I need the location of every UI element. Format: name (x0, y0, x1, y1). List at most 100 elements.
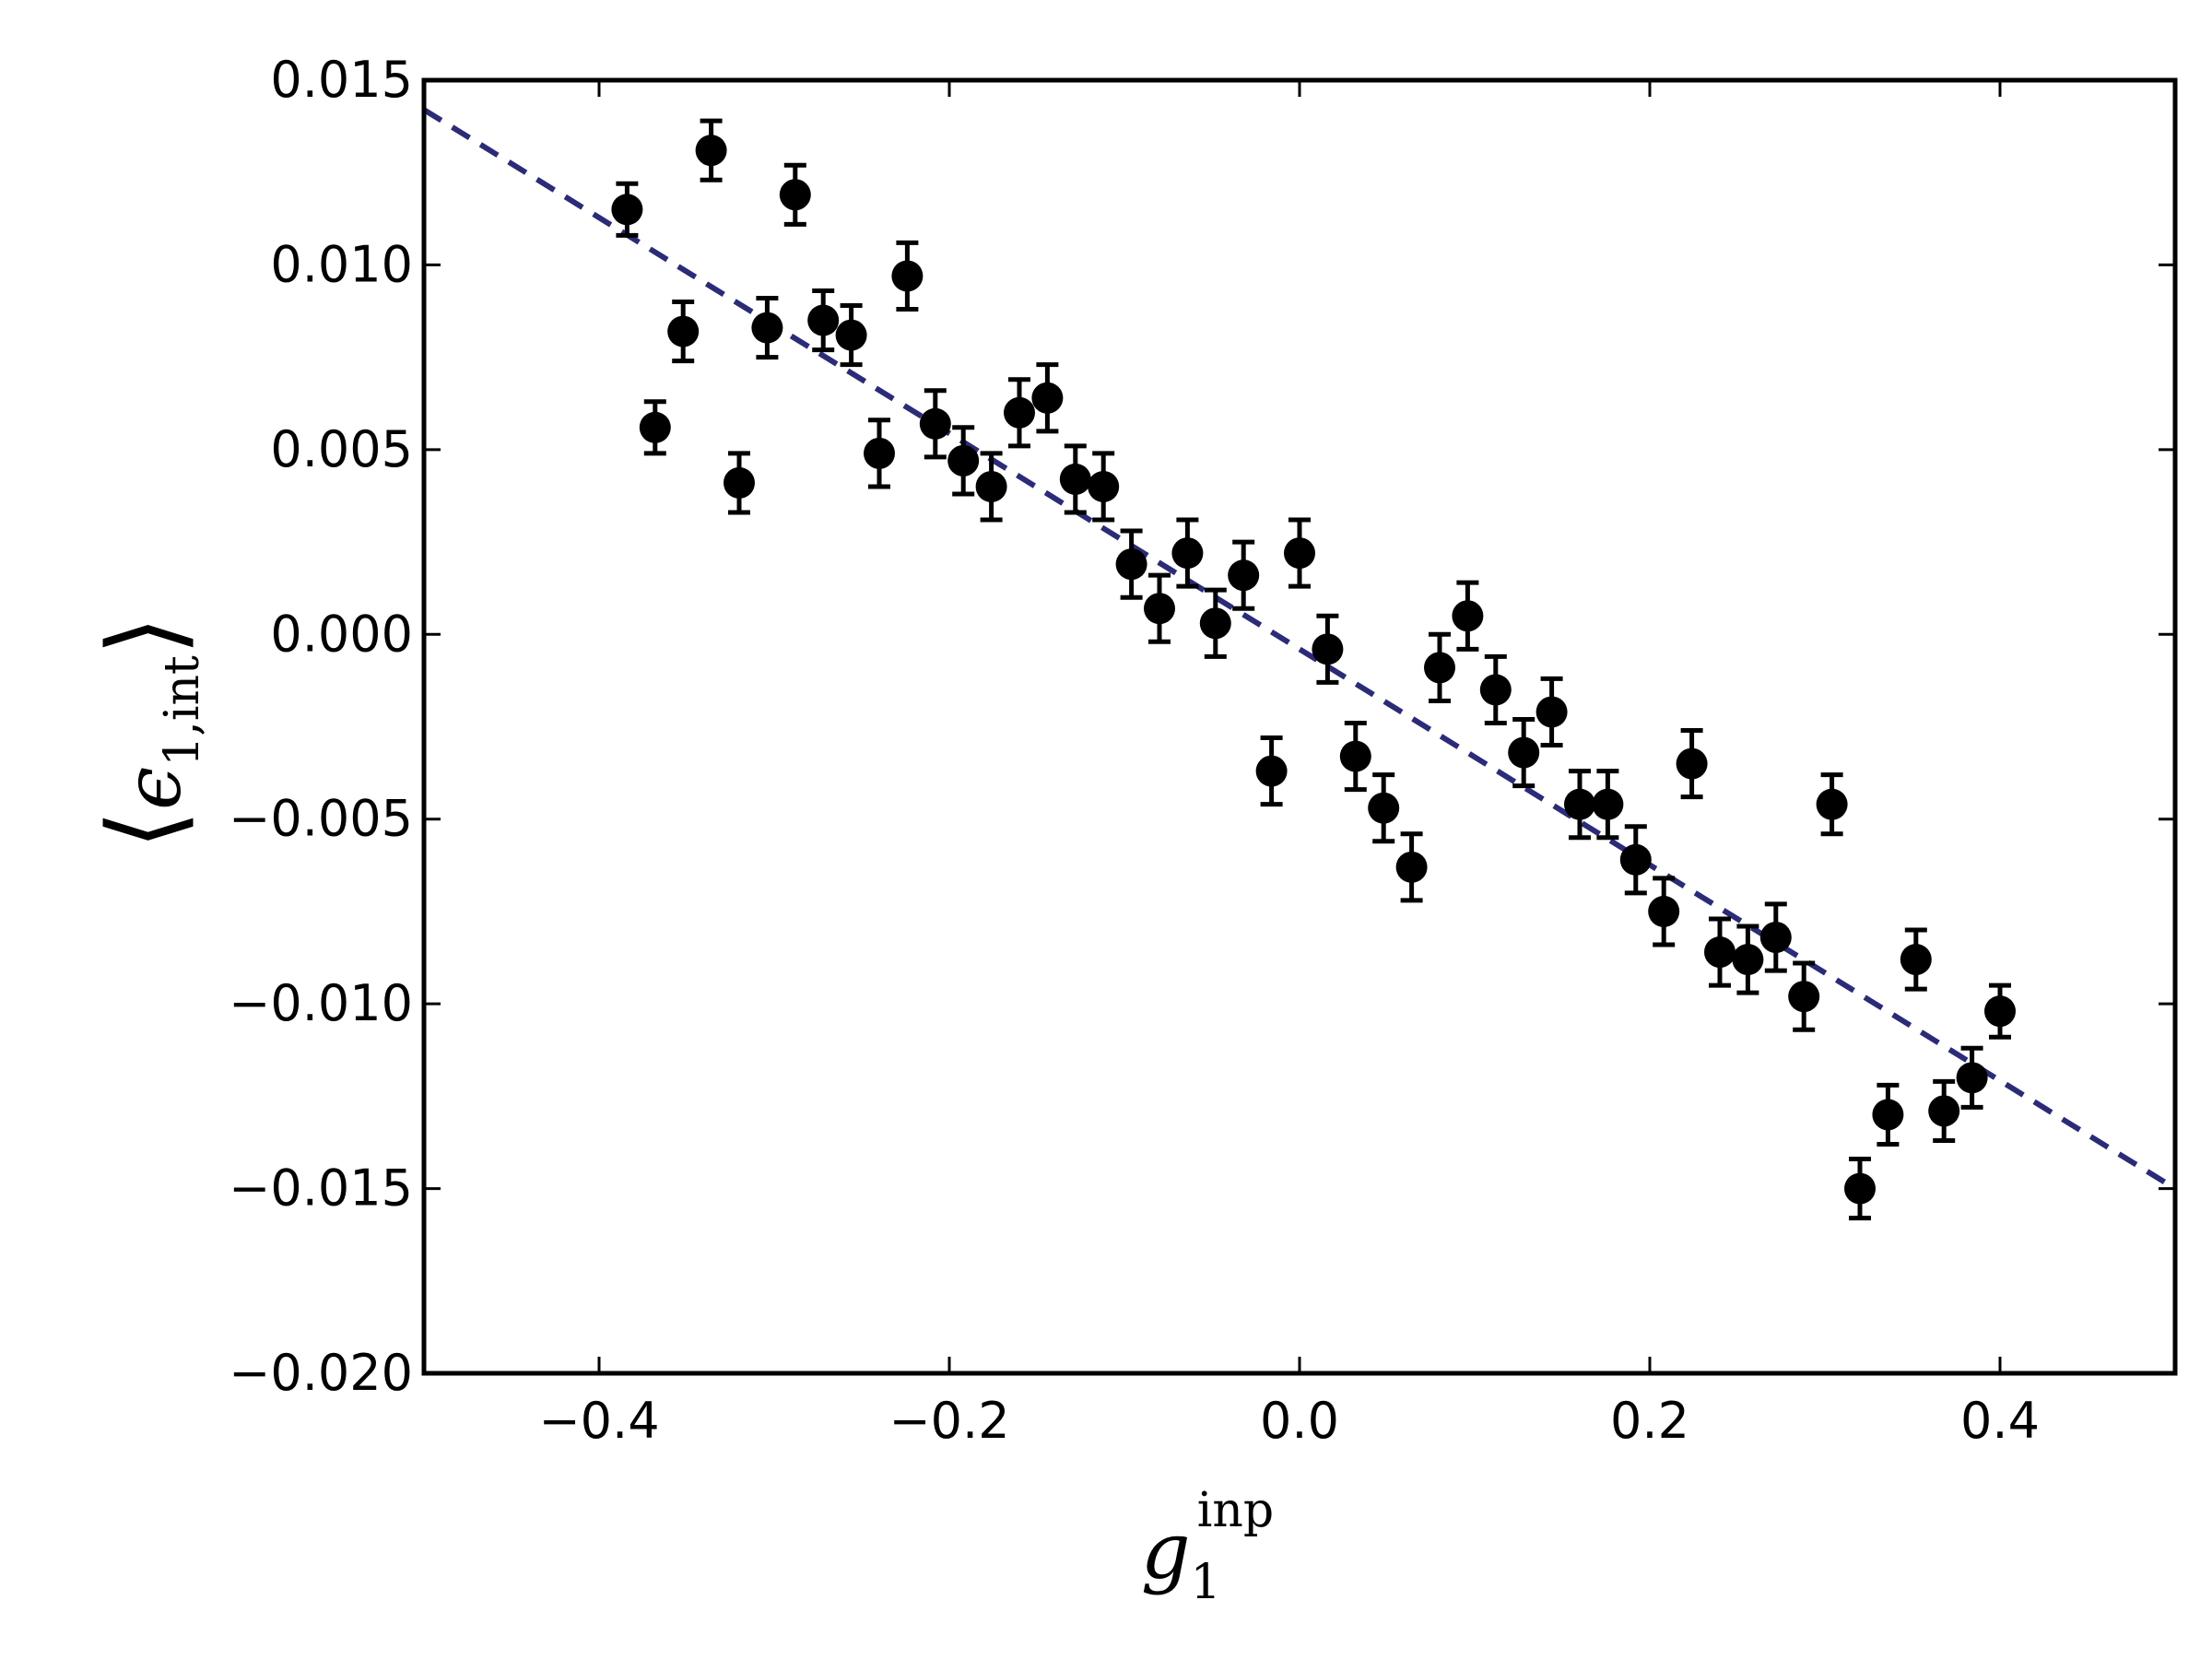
point-marker (724, 466, 755, 499)
data-point (835, 303, 867, 368)
x-tick-label: 0.4 (1960, 1392, 2040, 1450)
point-marker (779, 179, 811, 211)
data-point (1816, 772, 1848, 837)
data-point (1984, 982, 2016, 1040)
data-point (1284, 517, 1315, 589)
data-point (1564, 769, 1595, 841)
fit-line (422, 107, 2177, 1192)
point-marker (835, 319, 867, 351)
data-point (1508, 716, 1540, 789)
data-point (611, 181, 643, 238)
point-marker (639, 411, 671, 443)
y-axis-label-right: ⟩ (86, 616, 204, 655)
data-point (891, 240, 924, 312)
point-marker (1648, 895, 1680, 927)
point-marker (1759, 921, 1792, 953)
y-tick-label: −0.015 (229, 1159, 413, 1218)
point-marker (1059, 463, 1091, 495)
x-axis-label-sup: inp (1197, 1483, 1274, 1538)
point-marker (1732, 944, 1764, 976)
data-point (1339, 720, 1371, 793)
plot-layer (422, 107, 2177, 1221)
point-marker (1816, 788, 1848, 820)
point-marker (1368, 792, 1400, 824)
x-axis-label-base: g (1141, 1506, 1191, 1596)
data-point (1031, 362, 1064, 434)
point-marker (1424, 652, 1455, 684)
point-marker (1228, 559, 1260, 592)
point-marker (1984, 995, 2016, 1028)
point-marker (1872, 1099, 1904, 1131)
point-marker (1900, 944, 1932, 976)
data-point (807, 288, 840, 353)
data-point (1759, 901, 1792, 973)
point-marker (1844, 1172, 1876, 1205)
data-point (1115, 528, 1147, 600)
ticks-layer: −0.4 −0.2 0.0 0.2 0.4 0.015 0.010 0.005 0.000 −0.… (229, 51, 2175, 1450)
point-marker (1284, 537, 1315, 570)
point-marker (1255, 755, 1288, 787)
data-point (1312, 613, 1344, 685)
data-point (639, 399, 671, 456)
x-axis-label-sub: 1 (1191, 1555, 1221, 1610)
y-axis-label-base: ϵ (108, 767, 198, 810)
point-marker (1144, 593, 1175, 625)
y-tick-label: 0.005 (270, 420, 413, 478)
data-point (975, 451, 1007, 523)
data-point (919, 388, 951, 460)
point-marker (695, 135, 727, 167)
point-marker (891, 260, 924, 292)
data-point (1676, 728, 1708, 800)
point-marker (1199, 607, 1231, 640)
y-tick-label: 0.000 (270, 605, 413, 663)
point-marker (1535, 696, 1568, 728)
point-marker (1508, 736, 1540, 769)
data-point (1368, 772, 1400, 844)
data-point (864, 418, 895, 489)
point-marker (1031, 382, 1064, 414)
data-point (1704, 916, 1735, 988)
data-point (1395, 831, 1428, 903)
x-tick-label: −0.4 (538, 1392, 659, 1450)
data-point (1199, 587, 1231, 659)
point-marker (864, 437, 895, 469)
data-point (1788, 960, 1820, 1032)
point-marker (1619, 843, 1652, 876)
point-marker (1339, 740, 1371, 772)
point-marker (1479, 674, 1512, 706)
point-marker (1704, 936, 1735, 969)
y-tick-label: −0.020 (229, 1344, 413, 1402)
point-marker (1676, 747, 1708, 780)
point-marker (1564, 788, 1595, 820)
data-point (1956, 1045, 1988, 1110)
point-marker (1788, 981, 1820, 1013)
data-point (1171, 517, 1204, 589)
point-marker (947, 444, 980, 477)
data-point (695, 118, 727, 182)
data-point (1059, 443, 1091, 515)
data-point (1144, 572, 1175, 644)
data-point (1535, 676, 1568, 748)
point-marker (1956, 1062, 1988, 1094)
data-point (779, 162, 811, 227)
point-marker (1592, 788, 1624, 820)
point-marker (1312, 633, 1344, 665)
y-tick-label: −0.005 (229, 790, 413, 848)
y-tick-label: 0.010 (270, 235, 413, 293)
data-point (724, 451, 755, 515)
data-point (1900, 927, 1932, 992)
data-point (1452, 580, 1484, 652)
point-marker (919, 407, 951, 440)
point-marker (611, 194, 643, 226)
x-tick-label: 0.2 (1610, 1392, 1689, 1450)
data-point (1088, 451, 1120, 523)
point-marker (1928, 1095, 1960, 1127)
data-point (1592, 769, 1624, 841)
data-point (947, 425, 980, 497)
point-marker (1452, 600, 1484, 632)
data-point (1648, 876, 1680, 947)
x-tick-label: −0.2 (888, 1392, 1009, 1450)
point-marker (1088, 470, 1120, 502)
y-tick-label: −0.010 (229, 974, 413, 1032)
data-point (1255, 735, 1288, 807)
